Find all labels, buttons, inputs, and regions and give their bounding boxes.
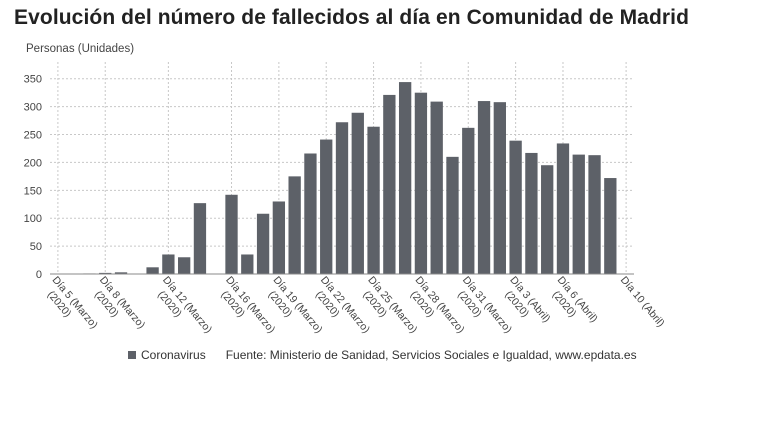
- y-tick-label: 200: [24, 157, 42, 169]
- bar: [525, 152, 538, 274]
- x-tick-label: Día 12 (Marzo)(2020): [155, 274, 214, 335]
- bar: [556, 143, 570, 274]
- bar: [335, 122, 349, 275]
- chart-title: Evolución del número de fallecidos al dí…: [14, 6, 690, 29]
- y-axis-ticks: 0 50 100 150 200 250 300 350: [24, 74, 42, 281]
- bar: [114, 272, 128, 274]
- bar: [193, 203, 207, 274]
- bar: [367, 126, 380, 274]
- bar: [493, 102, 506, 274]
- bar: [320, 139, 333, 274]
- bar: [272, 201, 286, 274]
- source-note: Fuente: Ministerio de Sanidad, Servicios…: [225, 348, 637, 362]
- legend-series-label: Coronavirus: [141, 348, 206, 362]
- y-tick-label: 50: [30, 241, 42, 253]
- x-tick-label: Día 8 (Marzo)(2020): [92, 274, 147, 331]
- bar: [509, 140, 522, 274]
- x-axis-ticks: Día 5 (Marzo)(2020) Día 8 (Marzo)(2020) Dí…: [45, 274, 667, 335]
- x-tick-label: Día 6 (Abril)(2020): [550, 274, 600, 325]
- bar: [477, 101, 491, 274]
- bar: [288, 176, 301, 274]
- bar: [462, 127, 475, 275]
- y-tick-label: 0: [36, 269, 42, 281]
- bar: [304, 153, 317, 274]
- bar: [398, 82, 412, 274]
- y-axis-label: Personas (Unidades): [26, 43, 134, 55]
- bars: [83, 82, 617, 275]
- bar: [541, 165, 554, 274]
- y-tick-label: 300: [24, 102, 42, 114]
- legend: Coronavirus Fuente: Ministerio de Sanida…: [128, 348, 637, 362]
- bar: [178, 257, 191, 274]
- y-tick-label: 350: [24, 74, 42, 86]
- bar: [430, 101, 443, 274]
- bar: [225, 194, 238, 274]
- bar: [99, 272, 112, 274]
- y-tick-label: 250: [24, 130, 42, 142]
- bar: [446, 156, 459, 274]
- x-tick-label: Día 5 (Marzo)(2020): [45, 274, 100, 331]
- bar: [572, 154, 585, 274]
- y-tick-label: 150: [24, 185, 42, 197]
- bar: [604, 178, 617, 274]
- x-tick-label: Día 10 (Abril): [618, 274, 667, 329]
- bar: [241, 254, 254, 274]
- y-tick-label: 100: [24, 213, 42, 225]
- bar: [351, 112, 364, 274]
- bar: [383, 94, 396, 274]
- bar: [588, 155, 601, 274]
- bar: [256, 213, 270, 274]
- bar: [146, 267, 159, 274]
- bar: [414, 92, 428, 275]
- x-tick-label-line1: Día 10 (Abril): [618, 274, 667, 329]
- x-tick-label: Día 16 (Marzo)(2020): [218, 274, 277, 335]
- bar: [162, 254, 175, 274]
- legend-swatch: [128, 351, 136, 359]
